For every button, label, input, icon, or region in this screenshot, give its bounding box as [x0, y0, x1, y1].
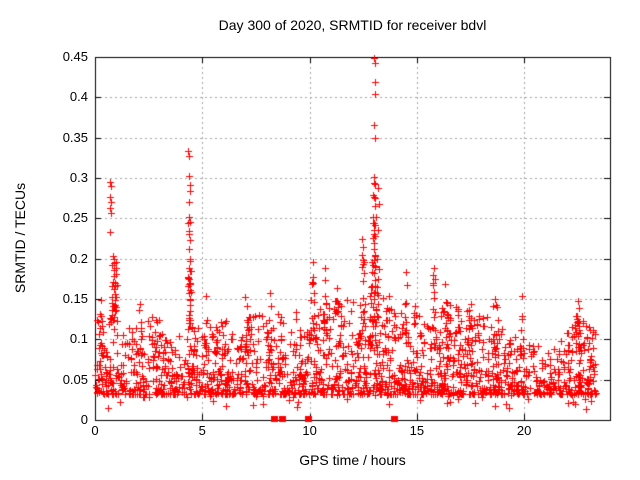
y-tick-label: 0.15	[62, 291, 88, 306]
y-tick-label: 0.25	[62, 210, 88, 226]
x-axis-label: GPS time / hours	[299, 452, 406, 468]
x-tick-label: 0	[91, 423, 99, 438]
y-tick-label: 0.3	[69, 170, 88, 185]
x-tick-label: 10	[302, 423, 317, 438]
chart-title: Day 300 of 2020, SRMTID for receiver bdv…	[218, 17, 487, 33]
x-tick-label: 5	[198, 423, 206, 438]
y-tick-label: 0	[80, 412, 88, 427]
y-tick-label: 0.2	[69, 250, 88, 266]
y-tick-label: 0.45	[62, 49, 88, 64]
y-tick-label: 0.05	[62, 371, 88, 387]
x-tick-label: 15	[409, 423, 425, 438]
y-tick-label: 0.4	[69, 89, 88, 105]
y-tick-label: 0.35	[62, 129, 88, 145]
x-tick-label: 20	[516, 423, 532, 438]
y-axis-label: SRMTID / TECUs	[12, 182, 28, 294]
y-tick-label: 0.1	[69, 331, 88, 347]
